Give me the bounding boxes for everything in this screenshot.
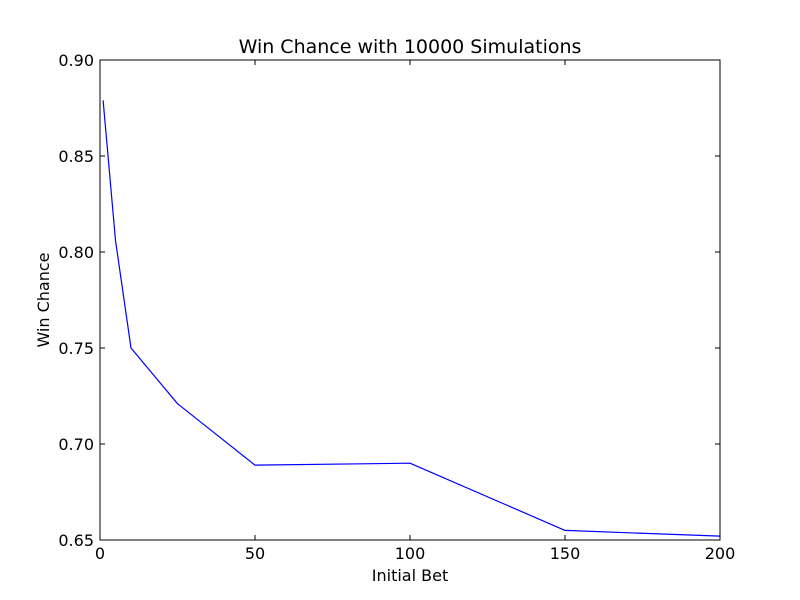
- plot-frame: [99, 59, 721, 541]
- series-layer: [102, 100, 721, 537]
- y-tick-label: 0.75: [58, 339, 94, 358]
- plot-area: [100, 60, 720, 540]
- y-tick-label: 0.80: [58, 243, 94, 262]
- x-tick-label: 0: [95, 544, 105, 563]
- x-tick-label: 150: [550, 544, 581, 563]
- series-line: [102, 100, 721, 537]
- x-tick-label: 100: [395, 544, 426, 563]
- y-axis-label: Win Chance: [34, 252, 53, 347]
- x-axis-label: Initial Bet: [372, 566, 448, 585]
- chart-title: Win Chance with 10000 Simulations: [239, 36, 582, 58]
- x-tick-label: 50: [245, 544, 265, 563]
- y-tick-label: 0.65: [58, 531, 94, 550]
- y-tick-label: 0.85: [58, 147, 94, 166]
- y-tick-label: 0.90: [58, 51, 94, 70]
- y-tick-label: 0.70: [58, 435, 94, 454]
- x-tick-label: 200: [705, 544, 736, 563]
